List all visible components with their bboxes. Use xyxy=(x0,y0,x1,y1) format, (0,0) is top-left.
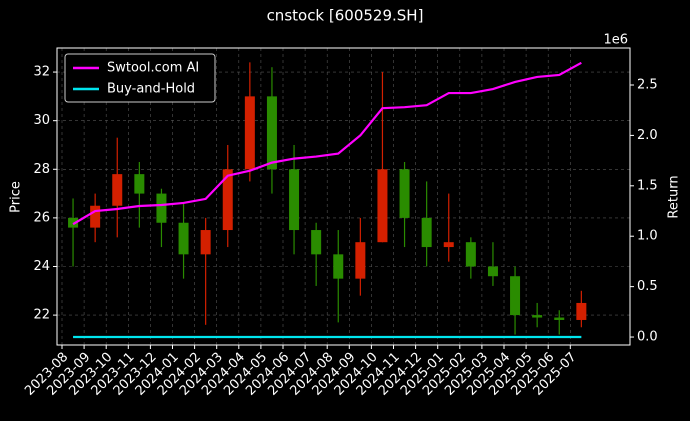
series-line xyxy=(72,61,582,226)
candle-body xyxy=(266,96,277,170)
candle-body xyxy=(333,254,344,279)
candle-body xyxy=(465,242,476,267)
candle-body xyxy=(90,205,101,228)
candle-body xyxy=(68,217,79,228)
legend-box xyxy=(64,53,216,103)
candle-body xyxy=(222,169,233,231)
y-tick-label: 28 xyxy=(33,162,50,177)
candle-body xyxy=(355,242,366,279)
candle-body xyxy=(510,276,521,316)
chart-title: cnstock [600529.SH] xyxy=(267,7,424,25)
candle-body xyxy=(399,169,410,218)
candle-body xyxy=(156,193,167,223)
candle-body xyxy=(311,230,322,255)
legend-label: Swtool.com AI xyxy=(107,61,199,76)
candle-body xyxy=(487,266,498,277)
candle-body xyxy=(554,317,565,320)
y2-tick-label: 0.5 xyxy=(637,279,658,294)
candle-body xyxy=(576,302,587,320)
y-tick-label: 30 xyxy=(33,113,50,128)
y2-axis-label: Return xyxy=(667,175,682,218)
candle-body xyxy=(178,222,189,255)
candle-body xyxy=(377,169,388,243)
candle-body xyxy=(112,174,123,206)
candle-body xyxy=(134,174,145,194)
candle-body xyxy=(244,96,255,170)
y2-offset-label: 1e6 xyxy=(603,33,628,48)
candle-body xyxy=(421,217,432,248)
candle-body xyxy=(443,242,454,248)
y-tick-label: 26 xyxy=(33,210,50,225)
y2-tick-label: 2.5 xyxy=(637,77,658,92)
candle-body xyxy=(532,315,543,318)
plot-frame xyxy=(56,47,631,346)
y-tick-label: 22 xyxy=(33,308,50,323)
y-tick-label: 24 xyxy=(33,259,50,274)
y2-tick-label: 0.0 xyxy=(637,330,658,345)
y2-tick-label: 1.5 xyxy=(637,178,658,193)
y2-tick-label: 1.0 xyxy=(637,229,658,244)
legend-label: Buy-and-Hold xyxy=(107,82,195,97)
candle-body xyxy=(289,169,300,231)
y2-tick-label: 2.0 xyxy=(637,128,658,143)
candle-body xyxy=(200,230,211,255)
y-axis-label: Price xyxy=(9,181,24,213)
y-tick-label: 32 xyxy=(33,65,50,80)
